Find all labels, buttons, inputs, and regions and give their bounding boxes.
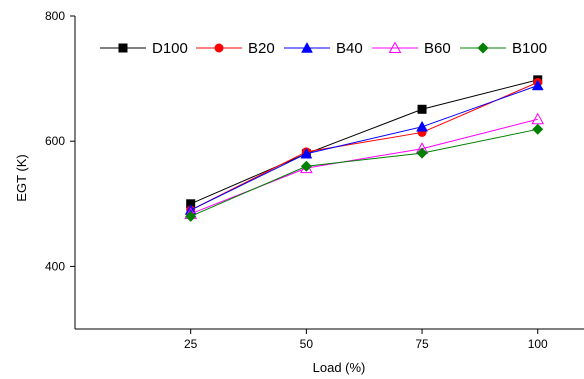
- data-point-b40: [416, 120, 428, 132]
- legend-item-b20: B20: [196, 40, 275, 57]
- data-point-b100: [416, 147, 428, 159]
- legend-label-b20: B20: [248, 40, 275, 57]
- data-point-b60: [531, 112, 545, 125]
- data-point-b100: [532, 123, 544, 135]
- y-tick-label: 600: [45, 134, 65, 148]
- legend-item-d100: D100: [100, 40, 188, 57]
- legend-marker-b40: [301, 41, 313, 53]
- legend-marker-b60: [388, 41, 402, 53]
- legend-label-d100: D100: [152, 40, 188, 57]
- x-tick-label: 25: [184, 337, 198, 351]
- legend-label-b60: B60: [424, 40, 451, 57]
- data-point-b40: [531, 79, 544, 91]
- data-point-d100: [417, 104, 427, 114]
- data-point-b100: [300, 160, 312, 172]
- series-b60: [184, 112, 545, 219]
- legend-marker-b20: [214, 43, 224, 53]
- legend-marker-d100: [118, 43, 128, 53]
- y-axis-label: EGT (K): [14, 154, 29, 201]
- data-point-d100: [186, 199, 196, 209]
- legend: D100 B20 B40 B60 B100: [100, 40, 547, 57]
- legend-label-b100: B100: [512, 40, 547, 57]
- series-line-b40: [190, 85, 538, 211]
- x-axis-label: Load (%): [313, 360, 366, 375]
- legend-marker-b100: [477, 42, 489, 54]
- series-line-b60: [190, 118, 538, 215]
- y-tick-label: 800: [45, 9, 65, 23]
- legend-item-b100: B100: [460, 40, 547, 57]
- data-point-b40: [300, 147, 313, 159]
- legend-item-b40: B40: [284, 40, 363, 57]
- series-b100: [185, 123, 544, 222]
- series-b40: [184, 79, 544, 215]
- legend-item-b60: B60: [372, 40, 451, 57]
- x-tick-label: 75: [415, 337, 429, 351]
- x-tick-label: 50: [300, 337, 314, 351]
- x-tick-label: 100: [528, 337, 548, 351]
- series-line-b100: [190, 128, 538, 217]
- series-line-b20: [190, 81, 538, 211]
- legend-label-b40: B40: [336, 40, 363, 57]
- data-point-b100: [185, 210, 197, 222]
- series-line-d100: [190, 79, 538, 205]
- y-tick-label: 400: [45, 259, 65, 273]
